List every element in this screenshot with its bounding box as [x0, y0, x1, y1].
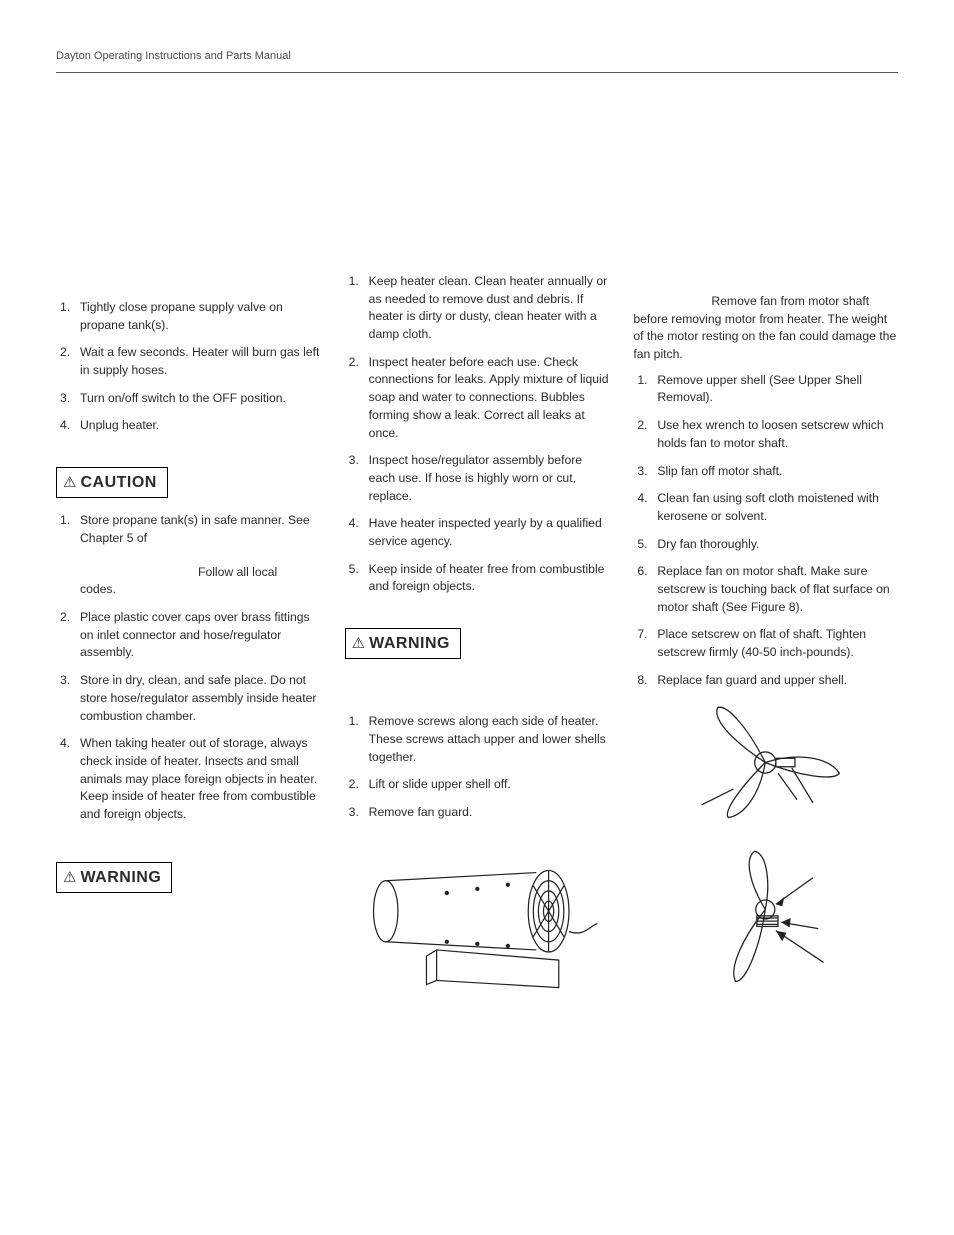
col3-intro: Remove fan from motor shaft before remov… — [633, 293, 898, 364]
list-item: 6.Replace fan on motor shaft. Make sure … — [633, 563, 898, 616]
fan-diagram-bottom — [670, 846, 861, 994]
col1-list-b: 1.Store propane tank(s) in safe manner. … — [56, 512, 321, 823]
col2-list-b: 1.Remove screws along each side of heate… — [345, 713, 610, 821]
column-3: Remove fan from motor shaft before remov… — [633, 273, 898, 1002]
page-root: Dayton Operating Instructions and Parts … — [0, 0, 954, 1042]
list-item: 2.Place plastic cover caps over brass fi… — [56, 609, 321, 662]
caution-callout: ⚠ CAUTION — [56, 467, 168, 498]
col2-list-a: 1.Keep heater clean. Clean heater annual… — [345, 273, 610, 596]
list-item: 3.Slip fan off motor shaft. — [633, 463, 898, 481]
list-item: 4.When taking heater out of storage, alw… — [56, 735, 321, 823]
list-item: 2.Inspect heater before each use. Check … — [345, 354, 610, 442]
list-item: 1.Store propane tank(s) in safe manner. … — [56, 512, 321, 599]
list-item: 4.Unplug heater. — [56, 417, 321, 435]
list-item: 8.Replace fan guard and upper shell. — [633, 672, 898, 690]
list-item: 2.Use hex wrench to loosen setscrew whic… — [633, 417, 898, 452]
warning-callout-col1: ⚠ WARNING — [56, 862, 172, 893]
column-1: 1.Tightly close propane supply valve on … — [56, 273, 321, 1002]
column-2: 1.Keep heater clean. Clean heater annual… — [345, 273, 610, 1002]
warning-label: WARNING — [369, 632, 450, 655]
list-item: 3.Remove fan guard. — [345, 804, 610, 822]
heater-diagram — [345, 840, 610, 993]
warning-triangle-icon: ⚠ — [63, 475, 76, 490]
list-item: 5.Keep inside of heater free from combus… — [345, 561, 610, 596]
list-item: 1.Tightly close propane supply valve on … — [56, 299, 321, 334]
warning-triangle-icon: ⚠ — [352, 636, 365, 651]
col3-list: 1.Remove upper shell (See Upper Shell Re… — [633, 372, 898, 690]
content-columns: 1.Tightly close propane supply valve on … — [56, 273, 898, 1002]
col1-list-a: 1.Tightly close propane supply valve on … — [56, 299, 321, 435]
caution-label: CAUTION — [80, 471, 156, 494]
fan-diagram-top — [670, 699, 861, 826]
list-item: 2.Lift or slide upper shell off. — [345, 776, 610, 794]
list-item: 7.Place setscrew on flat of shaft. Tight… — [633, 626, 898, 661]
header-text: Dayton Operating Instructions and Parts … — [56, 50, 291, 62]
list-item: 1.Remove upper shell (See Upper Shell Re… — [633, 372, 898, 407]
list-item: 5.Dry fan thoroughly. — [633, 536, 898, 554]
list-item: 2.Wait a few seconds. Heater will burn g… — [56, 344, 321, 379]
warning-callout-col2: ⚠ WARNING — [345, 628, 461, 659]
page-header: Dayton Operating Instructions and Parts … — [56, 50, 898, 73]
list-item: 3.Store in dry, clean, and safe place. D… — [56, 672, 321, 725]
list-item: 4.Have heater inspected yearly by a qual… — [345, 515, 610, 550]
list-item: 3.Turn on/off switch to the OFF position… — [56, 390, 321, 408]
warning-triangle-icon: ⚠ — [63, 870, 76, 885]
list-item: 3.Inspect hose/regulator assembly before… — [345, 452, 610, 505]
list-item: 1.Remove screws along each side of heate… — [345, 713, 610, 766]
list-item: 1.Keep heater clean. Clean heater annual… — [345, 273, 610, 344]
list-item: 4.Clean fan using soft cloth moistened w… — [633, 490, 898, 525]
warning-label: WARNING — [80, 866, 161, 889]
